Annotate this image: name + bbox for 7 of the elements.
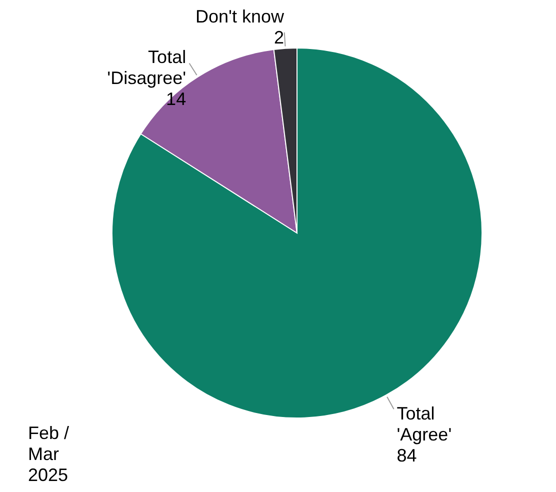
data-label: 84	[396, 445, 417, 466]
text: Feb / Mar 2025	[28, 423, 70, 485]
data-label: 14	[166, 89, 186, 110]
slice-label: Total 'Agree'	[396, 403, 452, 444]
slice-label: Don't know	[196, 6, 285, 26]
data-label: 2	[274, 27, 284, 48]
slice-label: Total 'Disagree'	[107, 47, 186, 88]
